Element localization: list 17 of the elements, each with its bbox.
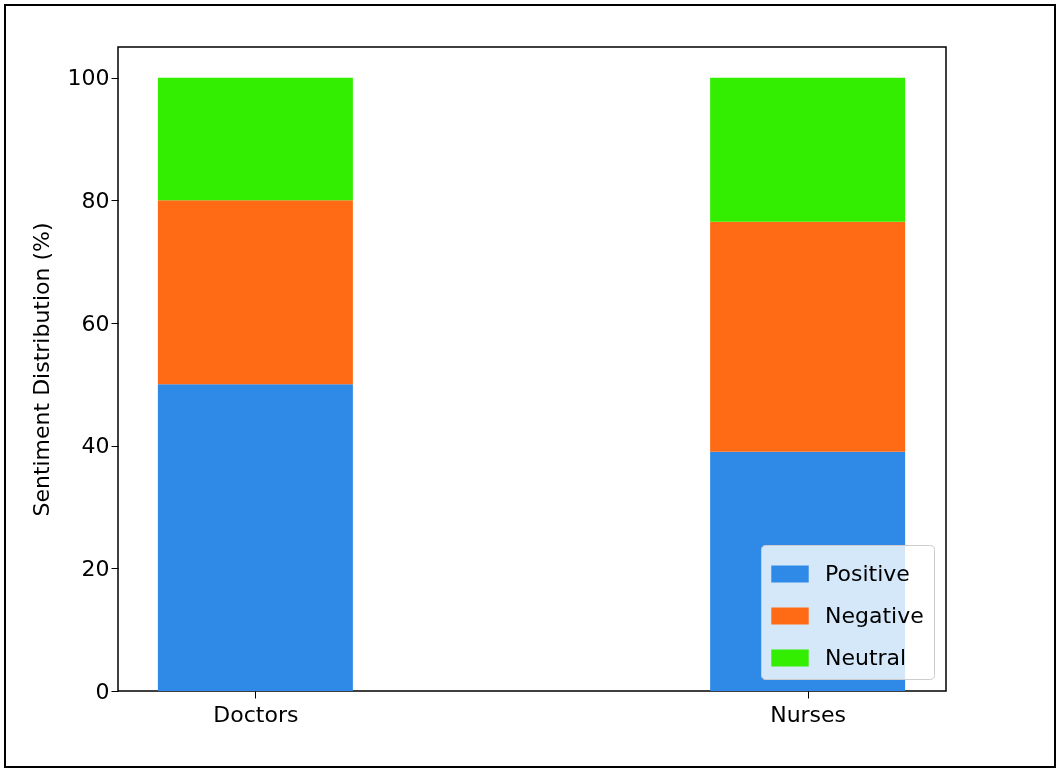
bar <box>157 77 353 201</box>
y-tick-label: 60 <box>81 310 110 336</box>
y-tick-label: 100 <box>67 65 110 91</box>
x-tick-label: Nurses <box>770 701 847 727</box>
legend-label: Positive <box>825 561 910 586</box>
x-tick-label: Doctors <box>213 701 299 727</box>
y-axis-title: Sentiment Distribution (%) <box>28 222 54 517</box>
y-tick-label: 20 <box>81 555 110 581</box>
legend-label: Negative <box>825 603 924 628</box>
bar <box>157 384 353 691</box>
y-tick-label: 80 <box>81 187 110 213</box>
bar <box>710 77 906 222</box>
y-tick-label: 0 <box>95 678 110 704</box>
y-tick-label: 40 <box>81 433 110 459</box>
bar <box>157 200 353 385</box>
bar <box>710 221 906 452</box>
legend-label: Neutral <box>825 645 907 670</box>
